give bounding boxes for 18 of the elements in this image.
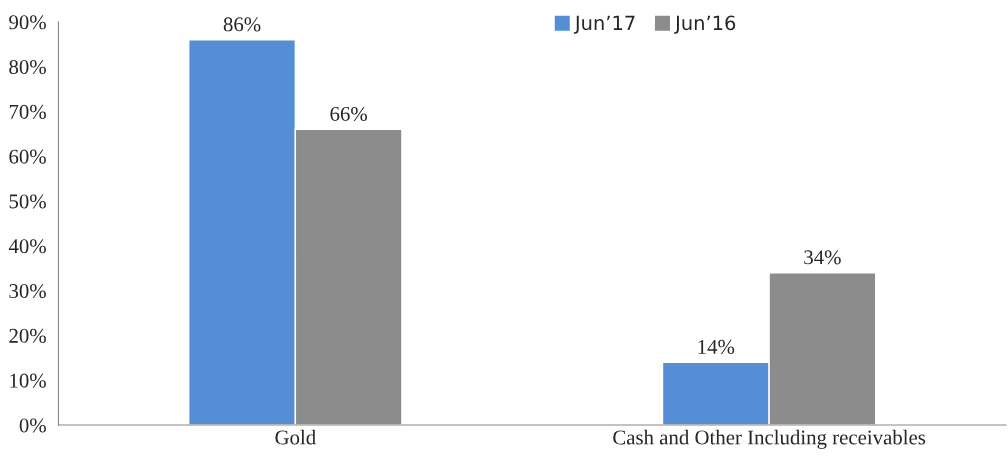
x-tick-label: Gold — [275, 429, 316, 445]
y-tick-label: 90% — [9, 15, 46, 30]
y-tick-label: 70% — [9, 104, 46, 119]
y-tick-label: 80% — [9, 60, 46, 75]
y-tick-label: 10% — [10, 373, 46, 388]
y-tick-label: 60% — [9, 149, 46, 164]
legend-label: Jun’16 — [674, 15, 736, 34]
y-tick-label: 50% — [9, 194, 46, 209]
data-label: 86% — [223, 17, 261, 32]
x-tick-label: Cash and Other Including receivables — [613, 429, 926, 449]
y-tick-label: 20% — [9, 328, 46, 343]
y-tick-label: 40% — [8, 239, 46, 254]
data-label: 34% — [804, 250, 841, 265]
y-tick-label: 0% — [19, 418, 46, 433]
legend-label: Jun’17 — [573, 15, 635, 34]
data-label: 14% — [698, 339, 735, 354]
data-label: 66% — [330, 106, 368, 122]
y-tick-label: 30% — [9, 284, 46, 299]
